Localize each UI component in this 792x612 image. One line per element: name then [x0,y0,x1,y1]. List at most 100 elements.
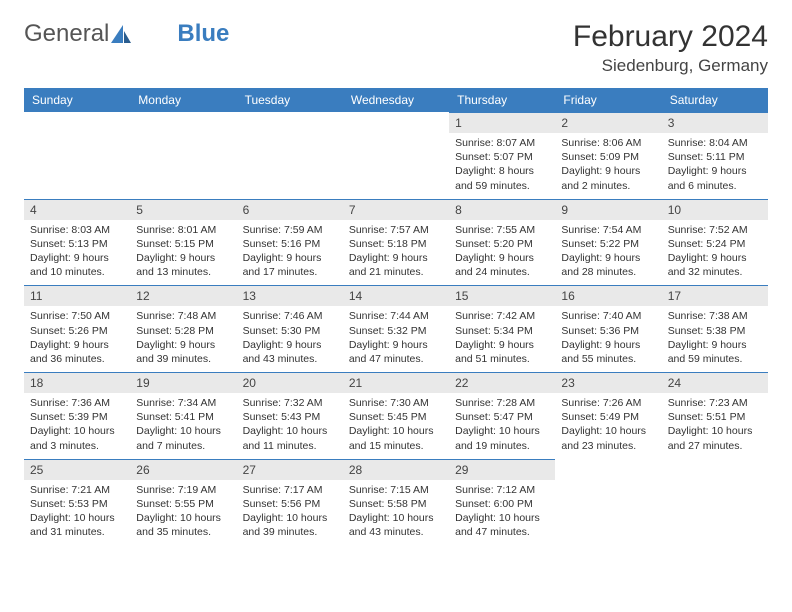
location: Siedenburg, Germany [573,56,768,76]
calendar-cell: 5Sunrise: 8:01 AMSunset: 5:15 PMDaylight… [130,199,236,286]
header: General Blue February 2024 Siedenburg, G… [24,20,768,76]
weekday-header: Friday [555,88,661,112]
day-number: 27 [237,459,343,480]
day-number: 3 [662,112,768,133]
calendar-row: 18Sunrise: 7:36 AMSunset: 5:39 PMDayligh… [24,372,768,459]
day-content: Sunrise: 8:04 AMSunset: 5:11 PMDaylight:… [662,133,768,199]
calendar-cell: 22Sunrise: 7:28 AMSunset: 5:47 PMDayligh… [449,372,555,459]
day-content: Sunrise: 7:17 AMSunset: 5:56 PMDaylight:… [237,480,343,546]
day-number: 12 [130,285,236,306]
day-content: Sunrise: 7:42 AMSunset: 5:34 PMDaylight:… [449,306,555,372]
calendar-cell: 3Sunrise: 8:04 AMSunset: 5:11 PMDaylight… [662,112,768,199]
day-number: 2 [555,112,661,133]
day-number: 4 [24,199,130,220]
day-content: Sunrise: 7:52 AMSunset: 5:24 PMDaylight:… [662,220,768,286]
title-block: February 2024 Siedenburg, Germany [573,20,768,76]
day-number: 26 [130,459,236,480]
day-number: 23 [555,372,661,393]
calendar-cell: 28Sunrise: 7:15 AMSunset: 5:58 PMDayligh… [343,459,449,546]
calendar-cell: 23Sunrise: 7:26 AMSunset: 5:49 PMDayligh… [555,372,661,459]
calendar-cell: 26Sunrise: 7:19 AMSunset: 5:55 PMDayligh… [130,459,236,546]
calendar-row: 11Sunrise: 7:50 AMSunset: 5:26 PMDayligh… [24,285,768,372]
calendar-cell: 13Sunrise: 7:46 AMSunset: 5:30 PMDayligh… [237,285,343,372]
calendar-cell: 19Sunrise: 7:34 AMSunset: 5:41 PMDayligh… [130,372,236,459]
day-number: 19 [130,372,236,393]
day-content: Sunrise: 8:06 AMSunset: 5:09 PMDaylight:… [555,133,661,199]
day-content: Sunrise: 7:54 AMSunset: 5:22 PMDaylight:… [555,220,661,286]
calendar-cell: 7Sunrise: 7:57 AMSunset: 5:18 PMDaylight… [343,199,449,286]
day-number: 16 [555,285,661,306]
day-number: 20 [237,372,343,393]
day-number: 29 [449,459,555,480]
day-content: Sunrise: 7:30 AMSunset: 5:45 PMDaylight:… [343,393,449,459]
day-number: 22 [449,372,555,393]
day-number: 13 [237,285,343,306]
weekday-header: Sunday [24,88,130,112]
calendar-head: SundayMondayTuesdayWednesdayThursdayFrid… [24,88,768,112]
calendar-table: SundayMondayTuesdayWednesdayThursdayFrid… [24,88,768,545]
day-content: Sunrise: 7:19 AMSunset: 5:55 PMDaylight:… [130,480,236,546]
day-number: 8 [449,199,555,220]
weekday-header: Saturday [662,88,768,112]
calendar-cell: 12Sunrise: 7:48 AMSunset: 5:28 PMDayligh… [130,285,236,372]
calendar-cell: 18Sunrise: 7:36 AMSunset: 5:39 PMDayligh… [24,372,130,459]
calendar-cell: 11Sunrise: 7:50 AMSunset: 5:26 PMDayligh… [24,285,130,372]
day-number: 6 [237,199,343,220]
day-content: Sunrise: 8:01 AMSunset: 5:15 PMDaylight:… [130,220,236,286]
day-number: 11 [24,285,130,306]
day-content: Sunrise: 8:03 AMSunset: 5:13 PMDaylight:… [24,220,130,286]
day-content: Sunrise: 7:12 AMSunset: 6:00 PMDaylight:… [449,480,555,546]
day-number: 25 [24,459,130,480]
calendar-cell: 8Sunrise: 7:55 AMSunset: 5:20 PMDaylight… [449,199,555,286]
day-content: Sunrise: 7:38 AMSunset: 5:38 PMDaylight:… [662,306,768,372]
weekday-header: Tuesday [237,88,343,112]
day-content: Sunrise: 7:36 AMSunset: 5:39 PMDaylight:… [24,393,130,459]
day-content: Sunrise: 7:15 AMSunset: 5:58 PMDaylight:… [343,480,449,546]
day-number: 1 [449,112,555,133]
day-number: 5 [130,199,236,220]
logo-part1: General [24,20,109,48]
day-content: Sunrise: 7:21 AMSunset: 5:53 PMDaylight:… [24,480,130,546]
day-number: 7 [343,199,449,220]
day-content: Sunrise: 7:48 AMSunset: 5:28 PMDaylight:… [130,306,236,372]
day-number: 9 [555,199,661,220]
calendar-cell: 4Sunrise: 8:03 AMSunset: 5:13 PMDaylight… [24,199,130,286]
calendar-cell: 14Sunrise: 7:44 AMSunset: 5:32 PMDayligh… [343,285,449,372]
calendar-cell: 21Sunrise: 7:30 AMSunset: 5:45 PMDayligh… [343,372,449,459]
day-number: 28 [343,459,449,480]
calendar-row: 4Sunrise: 8:03 AMSunset: 5:13 PMDaylight… [24,199,768,286]
day-content: Sunrise: 8:07 AMSunset: 5:07 PMDaylight:… [449,133,555,199]
calendar-body: 1Sunrise: 8:07 AMSunset: 5:07 PMDaylight… [24,112,768,545]
calendar-cell: 24Sunrise: 7:23 AMSunset: 5:51 PMDayligh… [662,372,768,459]
calendar-cell-empty [343,112,449,199]
day-content: Sunrise: 7:34 AMSunset: 5:41 PMDaylight:… [130,393,236,459]
logo: General Blue [24,20,229,48]
day-content: Sunrise: 7:28 AMSunset: 5:47 PMDaylight:… [449,393,555,459]
calendar-cell: 1Sunrise: 8:07 AMSunset: 5:07 PMDaylight… [449,112,555,199]
calendar-cell: 10Sunrise: 7:52 AMSunset: 5:24 PMDayligh… [662,199,768,286]
calendar-cell: 16Sunrise: 7:40 AMSunset: 5:36 PMDayligh… [555,285,661,372]
calendar-cell: 20Sunrise: 7:32 AMSunset: 5:43 PMDayligh… [237,372,343,459]
calendar-cell: 17Sunrise: 7:38 AMSunset: 5:38 PMDayligh… [662,285,768,372]
calendar-cell: 29Sunrise: 7:12 AMSunset: 6:00 PMDayligh… [449,459,555,546]
day-content: Sunrise: 7:55 AMSunset: 5:20 PMDaylight:… [449,220,555,286]
day-number: 14 [343,285,449,306]
day-number: 21 [343,372,449,393]
month-title: February 2024 [573,20,768,54]
calendar-cell: 27Sunrise: 7:17 AMSunset: 5:56 PMDayligh… [237,459,343,546]
calendar-row: 1Sunrise: 8:07 AMSunset: 5:07 PMDaylight… [24,112,768,199]
day-content: Sunrise: 7:23 AMSunset: 5:51 PMDaylight:… [662,393,768,459]
logo-part2: Blue [177,20,229,48]
calendar-row: 25Sunrise: 7:21 AMSunset: 5:53 PMDayligh… [24,459,768,546]
weekday-header: Wednesday [343,88,449,112]
day-content: Sunrise: 7:40 AMSunset: 5:36 PMDaylight:… [555,306,661,372]
calendar-cell-empty [237,112,343,199]
day-content: Sunrise: 7:59 AMSunset: 5:16 PMDaylight:… [237,220,343,286]
day-content: Sunrise: 7:32 AMSunset: 5:43 PMDaylight:… [237,393,343,459]
day-number: 15 [449,285,555,306]
day-number: 24 [662,372,768,393]
calendar-cell-empty [662,459,768,546]
day-content: Sunrise: 7:57 AMSunset: 5:18 PMDaylight:… [343,220,449,286]
logo-sail-icon [111,25,133,43]
day-number: 18 [24,372,130,393]
